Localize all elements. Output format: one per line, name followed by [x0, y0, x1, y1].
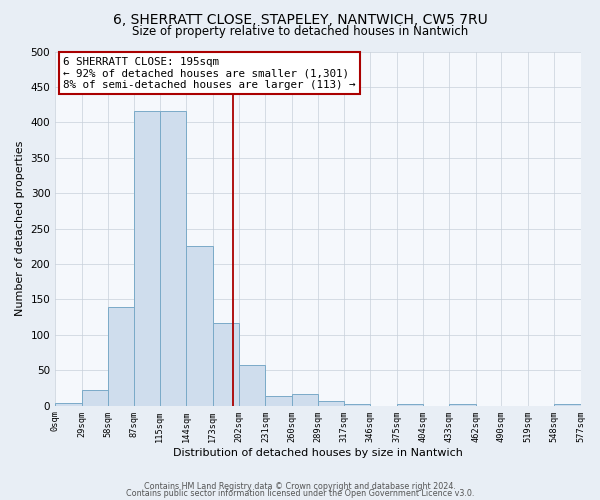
Bar [292, 394, 318, 406]
Bar [108, 307, 134, 406]
Y-axis label: Number of detached properties: Number of detached properties [15, 141, 25, 316]
Bar [449, 404, 476, 406]
Bar [186, 246, 212, 406]
Text: Size of property relative to detached houses in Nantwich: Size of property relative to detached ho… [132, 25, 468, 38]
Bar [212, 324, 239, 406]
Bar [265, 396, 292, 406]
Bar [318, 400, 344, 406]
Text: 6, SHERRATT CLOSE, STAPELEY, NANTWICH, CW5 7RU: 6, SHERRATT CLOSE, STAPELEY, NANTWICH, C… [113, 12, 487, 26]
X-axis label: Distribution of detached houses by size in Nantwich: Distribution of detached houses by size … [173, 448, 463, 458]
Bar [397, 404, 423, 406]
Text: Contains public sector information licensed under the Open Government Licence v3: Contains public sector information licen… [126, 488, 474, 498]
Bar [82, 390, 108, 406]
Bar [55, 404, 82, 406]
Bar [344, 404, 370, 406]
Bar [239, 364, 265, 406]
Bar [160, 111, 186, 406]
Bar [134, 111, 160, 406]
Bar [554, 404, 581, 406]
Text: 6 SHERRATT CLOSE: 195sqm
← 92% of detached houses are smaller (1,301)
8% of semi: 6 SHERRATT CLOSE: 195sqm ← 92% of detach… [63, 57, 356, 90]
Text: Contains HM Land Registry data © Crown copyright and database right 2024.: Contains HM Land Registry data © Crown c… [144, 482, 456, 491]
